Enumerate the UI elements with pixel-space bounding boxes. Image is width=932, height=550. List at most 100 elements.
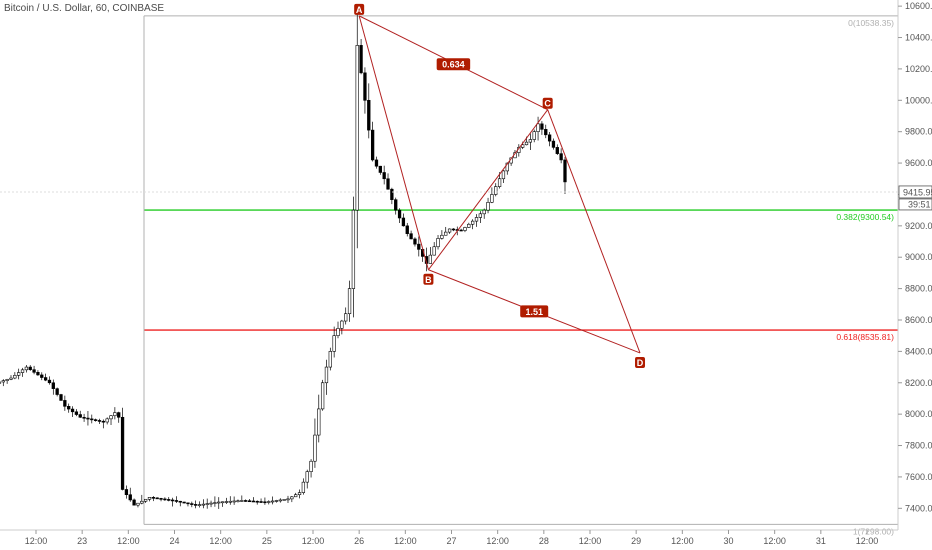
time-tick-label: 12:00 bbox=[763, 536, 786, 546]
candle bbox=[494, 183, 498, 197]
candle bbox=[474, 214, 479, 227]
abcd-pattern[interactable]: A B C D 0.634 1.51 bbox=[354, 3, 646, 368]
pattern-point-badge bbox=[423, 273, 434, 285]
leg-ab[interactable] bbox=[358, 15, 429, 270]
candle-body bbox=[521, 144, 525, 148]
candle-body bbox=[9, 377, 13, 380]
candle-body bbox=[163, 498, 167, 501]
candle bbox=[301, 478, 306, 495]
candle bbox=[13, 372, 17, 380]
candle bbox=[90, 414, 94, 424]
candle-body bbox=[194, 504, 198, 506]
candle-body bbox=[370, 129, 375, 161]
candle-body bbox=[482, 209, 486, 215]
candle-body bbox=[101, 420, 105, 423]
candle-body bbox=[20, 369, 25, 373]
candle-body bbox=[497, 178, 502, 187]
candle-body bbox=[282, 499, 286, 501]
candle-body bbox=[474, 217, 479, 222]
price-tick-label: 8600.00 bbox=[905, 315, 932, 325]
candle bbox=[59, 393, 63, 401]
candle bbox=[547, 132, 552, 147]
candle bbox=[486, 197, 490, 214]
candle bbox=[1, 379, 5, 387]
candle bbox=[117, 411, 121, 423]
candle-body bbox=[251, 500, 256, 503]
candle bbox=[386, 173, 390, 190]
candle bbox=[324, 359, 329, 395]
bar-countdown: 39:51 bbox=[908, 199, 931, 209]
price-tick-label: 10400.00 bbox=[905, 33, 932, 43]
candle-body bbox=[132, 499, 136, 506]
candle bbox=[63, 395, 67, 411]
candle bbox=[390, 187, 394, 205]
candle-body bbox=[151, 497, 155, 499]
candle bbox=[286, 495, 290, 504]
candle-body bbox=[78, 414, 82, 418]
price-axis-bg bbox=[898, 0, 932, 550]
candle-body bbox=[374, 159, 379, 167]
fib-level-label: 1(7298.00) bbox=[853, 526, 894, 536]
price-tick-label: 9800.00 bbox=[905, 127, 932, 137]
fib-retracement[interactable]: 0(10538.35) 0.382(9300.54) 0.618(8535.81) 1… bbox=[143, 15, 898, 537]
candle bbox=[305, 469, 309, 489]
candle-body bbox=[555, 147, 559, 154]
candle bbox=[409, 230, 413, 240]
candle bbox=[36, 370, 40, 376]
time-tick-label: 30 bbox=[723, 536, 733, 546]
candle bbox=[178, 500, 182, 507]
candle bbox=[344, 307, 348, 325]
pattern-point-d[interactable]: D bbox=[635, 356, 646, 368]
candle-body bbox=[236, 500, 240, 503]
candle-body bbox=[247, 500, 252, 503]
candle-body bbox=[328, 351, 332, 368]
pattern-point-a[interactable]: A bbox=[354, 3, 365, 15]
candle-body bbox=[217, 501, 221, 504]
ratio-badge[interactable]: 1.51 bbox=[520, 305, 549, 318]
leg-cd[interactable] bbox=[547, 109, 641, 354]
candle bbox=[317, 394, 321, 443]
candle bbox=[101, 419, 105, 429]
candle-body bbox=[70, 408, 75, 413]
candle bbox=[274, 499, 279, 503]
candle-body bbox=[67, 406, 71, 410]
ratio-badge[interactable]: 0.634 bbox=[436, 58, 471, 71]
candle bbox=[401, 213, 406, 227]
candle-body bbox=[467, 223, 471, 228]
candle-body bbox=[244, 500, 248, 502]
candle-body bbox=[332, 335, 336, 352]
candle bbox=[332, 326, 336, 358]
candle bbox=[447, 228, 452, 234]
time-tick-label: 12:00 bbox=[394, 536, 417, 546]
candle bbox=[70, 406, 75, 418]
candle-body bbox=[451, 228, 456, 231]
candle bbox=[555, 144, 559, 156]
candle bbox=[482, 208, 486, 219]
ratio-label: 0.634 bbox=[442, 60, 465, 70]
leg-bc[interactable] bbox=[428, 109, 549, 271]
candle-body bbox=[524, 141, 529, 146]
candle bbox=[86, 410, 90, 426]
candle-body bbox=[363, 72, 367, 101]
time-axis[interactable]: 12:00 23 12:00 24 12:00 25 12:00 26 12:00 27 12:00… bbox=[0, 529, 898, 546]
candle bbox=[197, 501, 202, 508]
time-tick-label: 28 bbox=[539, 536, 549, 546]
candle-body bbox=[544, 129, 548, 136]
pattern-point-c[interactable]: C bbox=[542, 97, 553, 109]
candle bbox=[224, 497, 229, 504]
candle bbox=[336, 321, 340, 339]
candle-body bbox=[224, 501, 229, 503]
pattern-point-b[interactable]: B bbox=[423, 273, 434, 285]
candle bbox=[259, 498, 263, 503]
candle-body bbox=[36, 372, 40, 376]
candle-body bbox=[5, 379, 9, 381]
candle bbox=[128, 487, 132, 502]
candle-body bbox=[294, 494, 298, 498]
candle bbox=[563, 156, 567, 195]
ratio-label: 1.51 bbox=[525, 307, 543, 317]
candle bbox=[282, 499, 286, 501]
candle bbox=[51, 379, 55, 395]
candle bbox=[132, 498, 136, 506]
